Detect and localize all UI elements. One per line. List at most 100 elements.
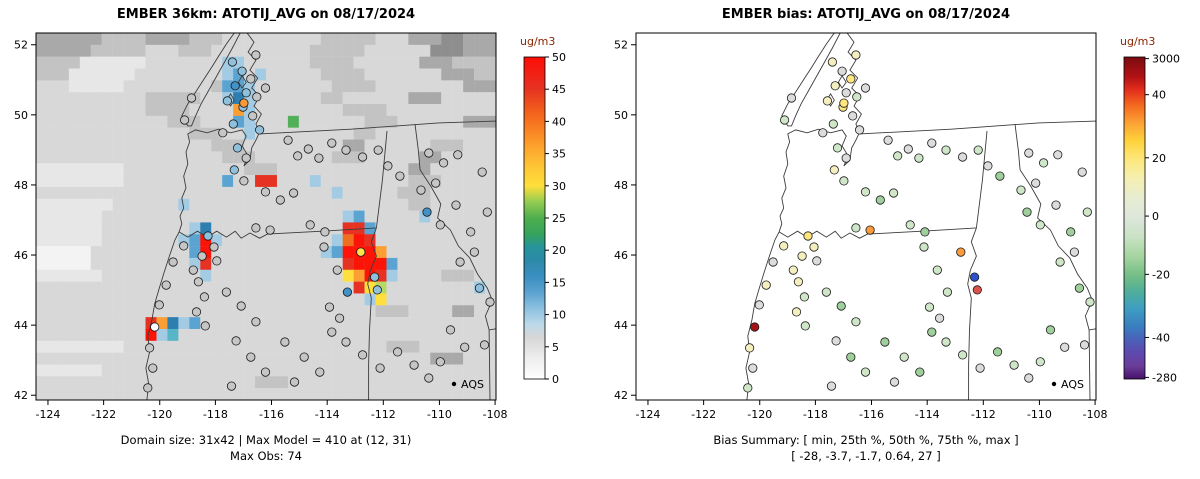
station-dot [846, 74, 856, 84]
x-tick-label: -108 [1083, 408, 1108, 421]
station-dot [972, 285, 982, 295]
station-dot [975, 363, 985, 373]
y-tick-label: 48 [614, 179, 628, 192]
model-caption-line1: Domain size: 31x42 | Max Model = 410 at … [120, 433, 412, 447]
station-dot [1069, 247, 1079, 257]
station-dot [424, 148, 434, 158]
station-dot [983, 161, 993, 171]
colorbar-tick-label: 15 [552, 276, 566, 289]
station-dot [1079, 340, 1090, 350]
border-us_canada [259, 120, 497, 135]
colorbar-tick-label: 10 [552, 309, 566, 322]
station-dot [241, 88, 251, 98]
station-dot [942, 287, 952, 297]
station-dot [1024, 148, 1034, 158]
station-dot [851, 223, 861, 233]
station-dot [341, 145, 351, 155]
station-dot [779, 241, 789, 251]
station-dot [941, 337, 951, 347]
station-dot [934, 313, 945, 323]
station-dot [180, 115, 190, 125]
station-dot [1035, 357, 1045, 367]
station-dot [865, 225, 875, 235]
y-tick-label: 48 [14, 179, 28, 192]
station-dot [299, 352, 309, 362]
station-dot [241, 153, 251, 163]
station-dot [303, 144, 313, 154]
station-dot [251, 317, 261, 327]
station-dot [797, 251, 807, 261]
station-dot [373, 145, 383, 155]
bias-panel: -124 -122 -120 -118 -116 -114 -112 -110 -108 42 44… [600, 0, 1200, 479]
station-dot [231, 336, 241, 346]
station-dot [319, 242, 329, 252]
station-dot [992, 347, 1003, 357]
x-tick-label: -118 [803, 408, 828, 421]
station-dot [1053, 150, 1063, 160]
model-panel: -124 -122 -120 -118 -116 -114 -112 -110 -108 42 44… [14, 7, 566, 463]
station-dot [283, 135, 293, 145]
border-or_id [967, 227, 977, 400]
station-dot [860, 367, 871, 377]
x-tick-label: -124 [635, 408, 660, 421]
x-tick-label: -124 [35, 408, 60, 421]
station-dot [1051, 200, 1061, 210]
station-dot [469, 247, 479, 257]
station-dot [754, 300, 764, 310]
station-dot [793, 277, 803, 287]
station-dot [1009, 360, 1019, 370]
station-dot [914, 153, 924, 163]
station-dot [1066, 227, 1076, 237]
station-dot [941, 145, 951, 155]
station-dot [199, 292, 209, 302]
station-dot [315, 367, 325, 377]
model-colorbar: 0 5 10 15 20 25 30 35 40 45 50 ug/m3 [520, 35, 566, 386]
station-dot [161, 280, 171, 290]
station-dot [229, 165, 239, 175]
border-us_canada [859, 120, 1097, 135]
colorbar-tick-label: 50 [552, 51, 566, 64]
station-dot [392, 347, 403, 357]
station-dot [899, 352, 909, 362]
bias-stations [743, 50, 1095, 393]
x-tick-label: -118 [203, 408, 228, 421]
bias-caption: Bias Summary: [ min, 25th %, 50th %, 75t… [600, 433, 1132, 464]
station-dot [809, 242, 819, 252]
model-stations [143, 50, 495, 393]
station-dot [246, 74, 256, 84]
station-dot [932, 265, 942, 275]
station-dot [200, 321, 210, 331]
colorbar-tick-label: 25 [552, 212, 566, 225]
station-dot [973, 145, 983, 155]
station-dot [821, 287, 831, 297]
border-wa_or [778, 227, 977, 239]
station-dot [168, 257, 178, 267]
station-dot [237, 66, 247, 76]
station-dot [957, 152, 968, 162]
aqs-dot-icon [1051, 381, 1057, 387]
map-boundaries [145, 32, 497, 401]
station-dot [356, 247, 366, 257]
border-mt_wy [489, 328, 497, 331]
station-dot [889, 377, 900, 387]
station-dot [860, 187, 871, 197]
y-tick-label: 44 [614, 319, 628, 332]
y-tick-label: 42 [614, 389, 628, 402]
border-wa_or [178, 227, 377, 239]
bias-caption-line2: [ -28, -3.7, -1.7, 0.64, 27 ] [791, 448, 941, 463]
station-dot [880, 337, 890, 347]
station-dot [332, 265, 342, 275]
station-dot [248, 111, 258, 121]
y-tick-label: 42 [14, 389, 28, 402]
station-dot [818, 128, 828, 138]
colorbar-tick-label: 35 [552, 148, 566, 161]
station-dot [799, 292, 809, 302]
axes: -124 -122 -120 -118 -116 -114 -112 -110 -108 42 44… [614, 39, 1108, 421]
station-dot [830, 81, 840, 91]
colorbar-tick-label: -40 [1152, 331, 1170, 344]
station-dot [860, 83, 871, 93]
station-dot [1055, 257, 1065, 267]
station-dot [837, 66, 847, 76]
station-dot [222, 96, 232, 106]
